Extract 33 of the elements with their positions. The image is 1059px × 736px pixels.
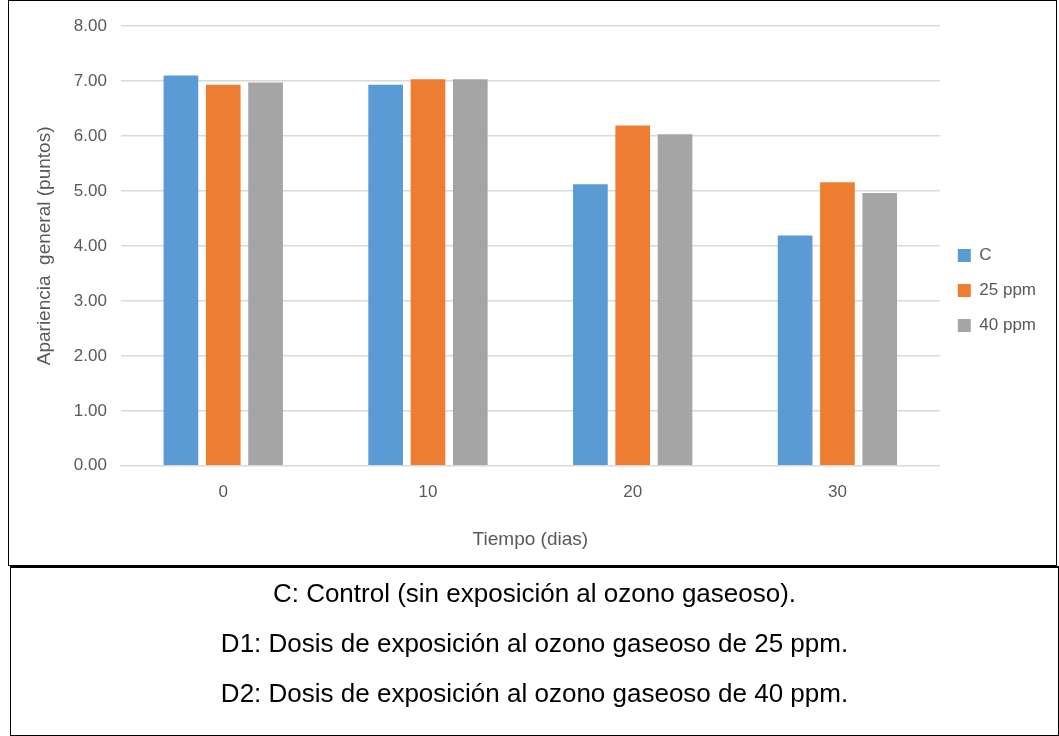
y-tick-label: 6.00: [73, 125, 107, 145]
bar: [820, 182, 855, 466]
x-tick-label: 0: [218, 481, 228, 501]
bar: [205, 84, 241, 466]
y-tick-label: 7.00: [73, 70, 107, 90]
bar: [248, 82, 283, 466]
x-tick-label: 30: [827, 481, 847, 501]
legend-label: 25 ppm: [979, 280, 1036, 300]
legend-label: C: [979, 245, 992, 265]
y-tick-label: 3.00: [73, 290, 107, 310]
y-tick-label: 2.00: [73, 345, 107, 365]
bar: [777, 235, 813, 466]
text: C: Control (sin exposición al ozono gaseoso).: [271, 577, 798, 610]
bar: [410, 79, 446, 466]
bar: [657, 134, 693, 466]
y-tick-label: 5.00: [73, 180, 107, 200]
text: D2: Dosis de exposición al ozono gaseoso de 40 ppm.: [219, 677, 850, 710]
bar: [862, 193, 898, 466]
bar: [368, 84, 404, 466]
text: D1: Dosis de exposición al ozono gaseoso de 25 ppm.: [219, 627, 850, 660]
y-tick-label: 8.00: [73, 15, 107, 35]
x-tick-label: 10: [418, 481, 438, 501]
y-axis-title: Apariencia general (puntos): [32, 126, 54, 366]
y-tick-label: 4.00: [73, 235, 107, 255]
bar: [573, 184, 608, 466]
legend-label: 40 ppm: [979, 315, 1036, 335]
bar: [163, 75, 199, 466]
y-tick-label: 0.00: [73, 455, 107, 475]
bar: [615, 125, 651, 466]
y-tick-label: 1.00: [73, 400, 107, 420]
x-axis-title: Tiempo (dias): [472, 527, 589, 549]
x-tick-label: 20: [623, 481, 643, 501]
bar: [452, 79, 488, 466]
